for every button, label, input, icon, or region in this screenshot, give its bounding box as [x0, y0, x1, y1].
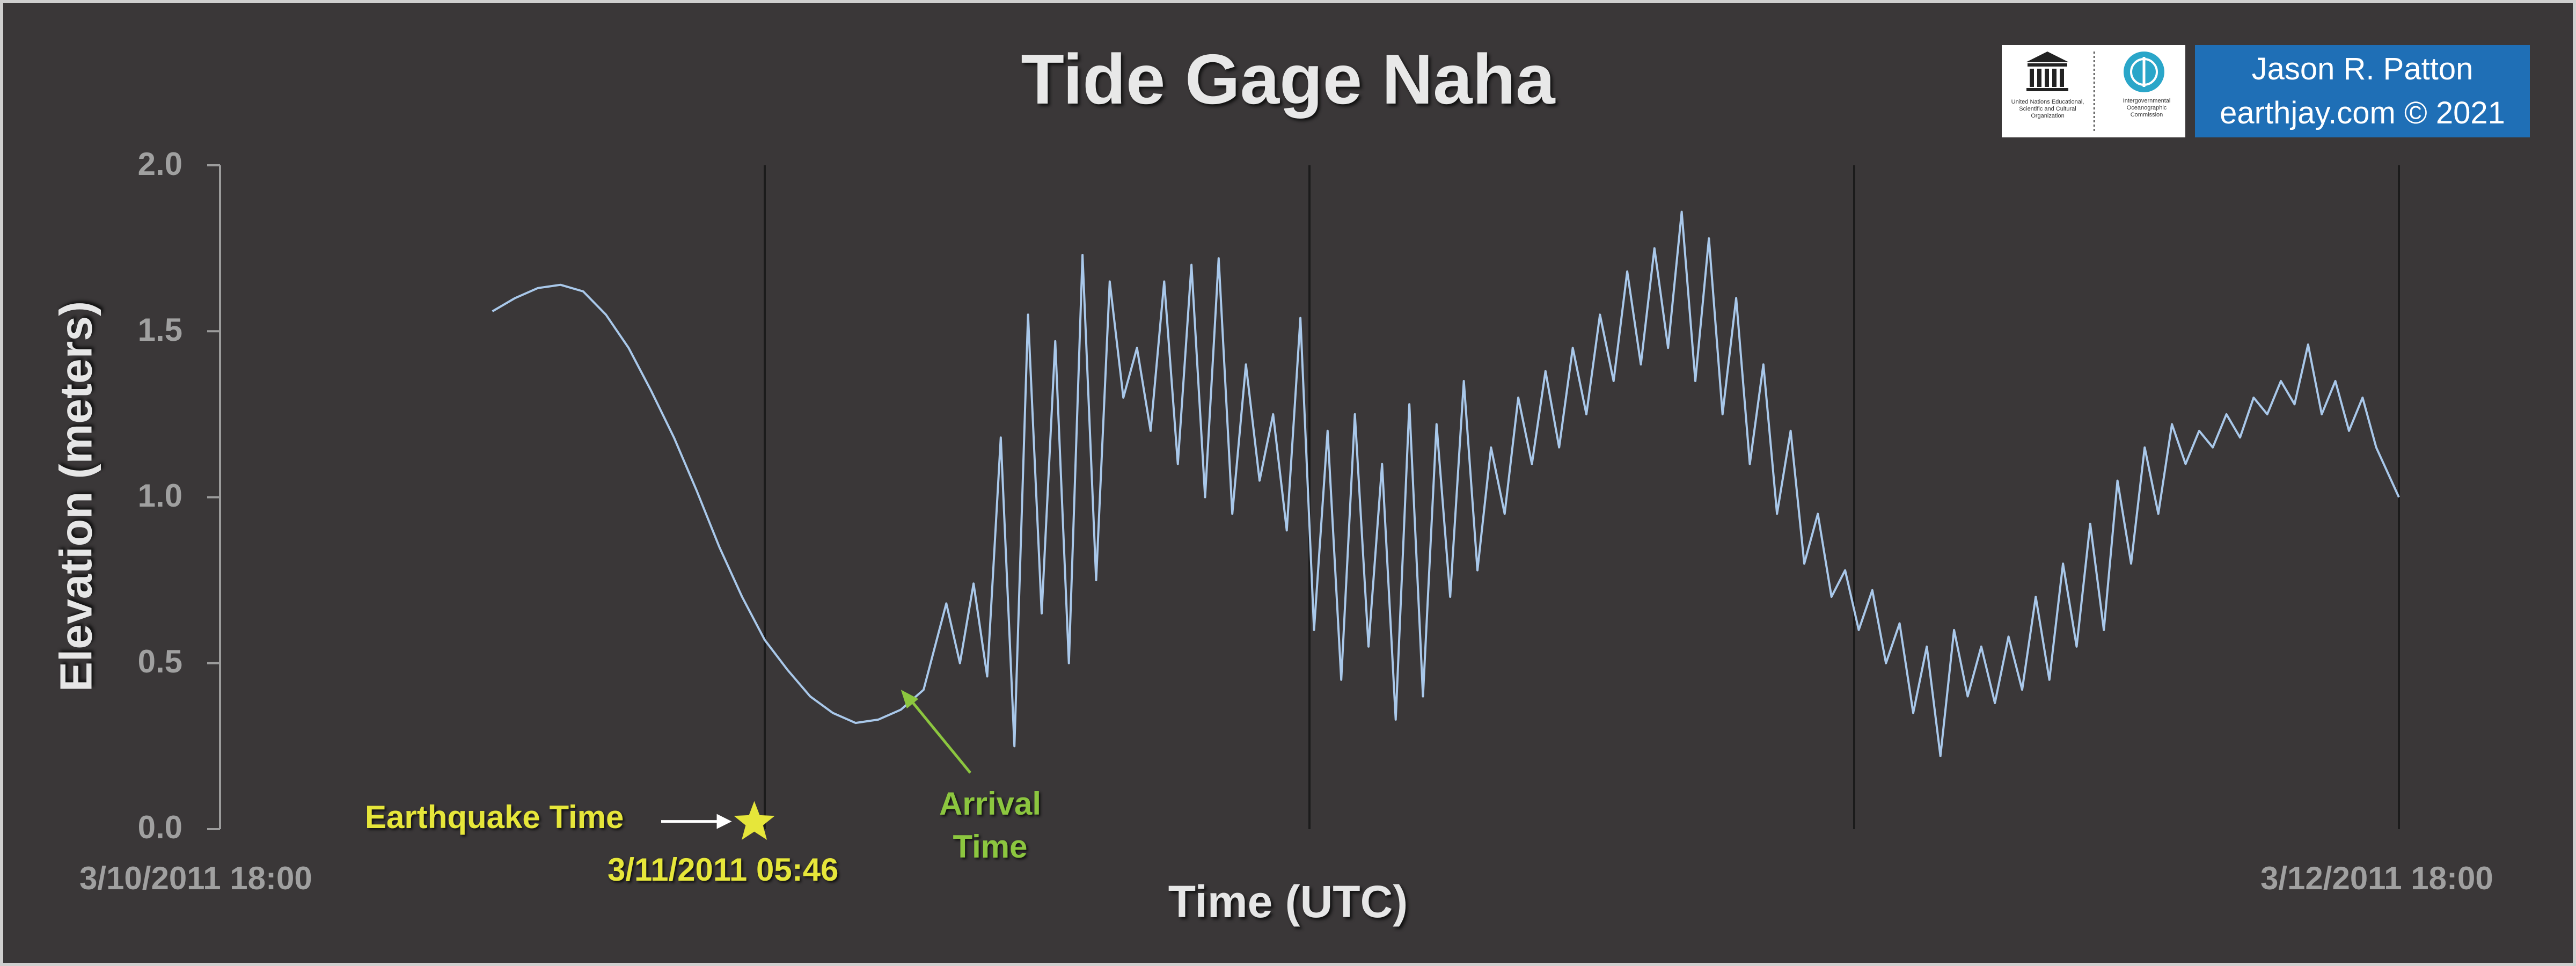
y-tick-label: 0.5: [137, 643, 182, 679]
credit-box: Jason R. Patton earthjay.com © 2021: [2195, 45, 2530, 137]
earthquake-arrow-head-icon: [716, 814, 732, 829]
earthquake-star-icon: [734, 801, 775, 840]
x-tick-label-end: 3/12/2011 18:00: [2260, 860, 2493, 896]
arrival-label-line1: Arrival: [939, 786, 1042, 822]
y-tick-label: 1.0: [137, 478, 182, 514]
ioc-caption: Intergovernmental Oceanographic Commissi…: [2123, 98, 2171, 118]
series-line-elevation: [492, 210, 2400, 757]
y-tick-label: 2.0: [137, 146, 182, 182]
unesco-caption: United Nations Educational, Scientific a…: [2011, 99, 2084, 119]
arrival-arrow-line: [907, 696, 971, 774]
earthquake-label: Earthquake Time: [365, 799, 624, 835]
y-tick-label: 1.5: [137, 312, 182, 348]
y-tick-label: 0.0: [137, 809, 182, 845]
x-axis-label: Time (UTC): [1168, 876, 1408, 927]
x-tick-label-start: 3/10/2011 18:00: [79, 860, 312, 896]
arrival-label-line2: Time: [953, 829, 1028, 865]
chart-title: Tide Gage Naha: [1021, 40, 1555, 119]
arrival-arrow-head-icon: [901, 690, 919, 709]
arrival-label: Arrival Time: [912, 782, 1068, 868]
unesco-temple-icon: [2026, 52, 2164, 131]
unesco-ioc-logo: United Nations Educational, Scientific a…: [2002, 45, 2185, 137]
earthquake-time-label: 3/11/2011 05:46: [608, 852, 839, 888]
credit-website: earthjay.com © 2021: [2220, 96, 2505, 130]
credit-author: Jason R. Patton: [2251, 52, 2473, 86]
